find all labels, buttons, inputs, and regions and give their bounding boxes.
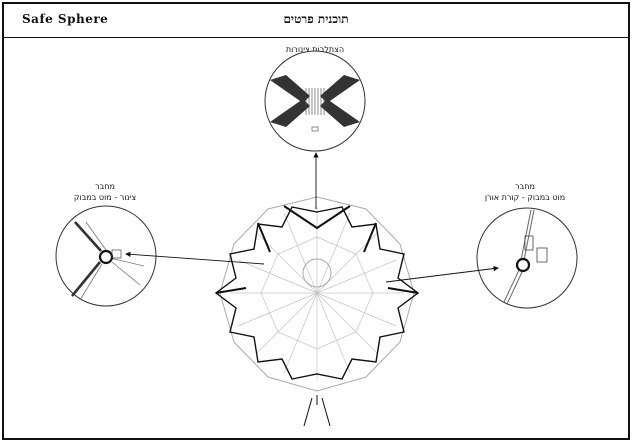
- sheet-title: תוכנית פרטים: [283, 12, 349, 26]
- outer-dodecagon: [219, 196, 415, 392]
- pipe-branch-down: [70, 261, 102, 297]
- star-frame: [214, 206, 420, 380]
- detail-top: [264, 50, 366, 152]
- detail-left-label: מחבר צינור - מוט במבוק: [55, 181, 155, 203]
- detail-top-label: הצתלבות צינורות: [285, 45, 345, 54]
- leader-lines: [125, 152, 499, 283]
- pipe-left-upper: [270, 75, 310, 103]
- leader-left: [125, 251, 265, 265]
- bamboo-pole: [520, 209, 532, 261]
- pole-bracket: [524, 235, 534, 251]
- pipe-left-lower: [270, 99, 310, 127]
- connector-ring: [98, 249, 114, 265]
- pine-beam: [503, 267, 521, 303]
- binding-tag: [311, 126, 319, 132]
- detail-right-label: מחבר מוט במבוק - קורת אורן: [460, 181, 590, 203]
- connector-clamp: [111, 249, 122, 259]
- brand-name: Safe Sphere: [22, 12, 109, 26]
- pipe-branch-up: [74, 221, 102, 252]
- detail-right-label-line2: מוט במבוק - קורת אורן: [484, 193, 566, 202]
- detail-left: [55, 205, 157, 307]
- leader-right: [385, 265, 499, 283]
- center-hub: [302, 258, 332, 288]
- inner-lattice: [231, 207, 404, 380]
- title-block: Safe Sphere תוכנית פרטים: [4, 4, 628, 38]
- sphere-plan: [214, 196, 420, 427]
- connector-ring-right: [515, 257, 531, 273]
- pipe-right-lower: [320, 99, 360, 127]
- star-frame-outer: [215, 205, 419, 294]
- pipe-binding: [305, 88, 325, 115]
- detail-left-label-line2: צינור - מוט במבוק: [73, 193, 137, 202]
- detail-right: [476, 207, 578, 309]
- detail-left-label-line1: מחבר: [95, 182, 115, 191]
- support-legs: [303, 395, 331, 427]
- drawing-frame: Safe Sphere תוכנית פרטים: [2, 2, 630, 440]
- side-plate: [536, 247, 548, 263]
- detail-right-label-line1: מחבר: [515, 182, 535, 191]
- detail-right-circle: [476, 207, 578, 309]
- pipe-right-upper: [320, 75, 360, 103]
